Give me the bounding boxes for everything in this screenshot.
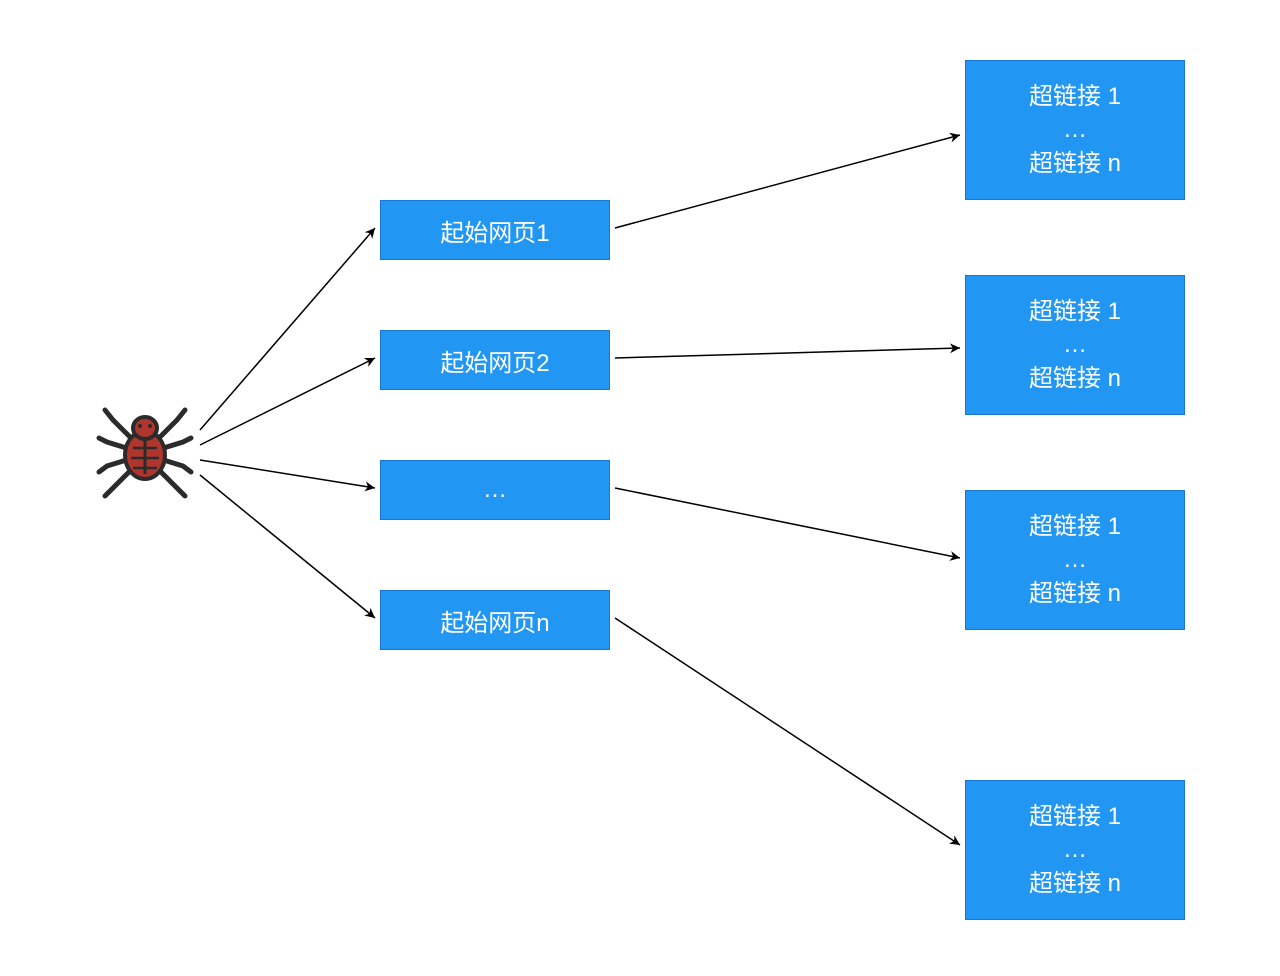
diagram-canvas: 起始网页1 起始网页2 … 起始网页n 超链接 1 … 超链接 n 超链接 1 …: [0, 0, 1280, 976]
node-label: …: [483, 476, 507, 504]
node-line: 超链接 1: [1029, 295, 1121, 329]
node-label: 起始网页2: [440, 343, 549, 378]
node-hyperlinks-1: 超链接 1 … 超链接 n: [965, 60, 1185, 200]
node-start-page-1: 起始网页1: [380, 200, 610, 260]
node-line: 超链接 1: [1029, 800, 1121, 834]
node-line: …: [1063, 113, 1087, 147]
node-label: 起始网页1: [440, 213, 549, 248]
node-start-page-ellipsis: …: [380, 460, 610, 520]
node-line: 超链接 n: [1029, 577, 1121, 611]
node-line: …: [1063, 543, 1087, 577]
node-line: 超链接 n: [1029, 362, 1121, 396]
node-start-page-n: 起始网页n: [380, 590, 610, 650]
node-line: 超链接 1: [1029, 80, 1121, 114]
node-line: 超链接 n: [1029, 867, 1121, 901]
node-line: …: [1063, 328, 1087, 362]
node-label: 起始网页n: [440, 603, 549, 638]
node-line: …: [1063, 833, 1087, 867]
node-hyperlinks-2: 超链接 1 … 超链接 n: [965, 275, 1185, 415]
node-hyperlinks-3: 超链接 1 … 超链接 n: [965, 490, 1185, 630]
spider-icon: [95, 400, 195, 500]
node-line: 超链接 1: [1029, 510, 1121, 544]
node-start-page-2: 起始网页2: [380, 330, 610, 390]
node-hyperlinks-4: 超链接 1 … 超链接 n: [965, 780, 1185, 920]
node-line: 超链接 n: [1029, 147, 1121, 181]
